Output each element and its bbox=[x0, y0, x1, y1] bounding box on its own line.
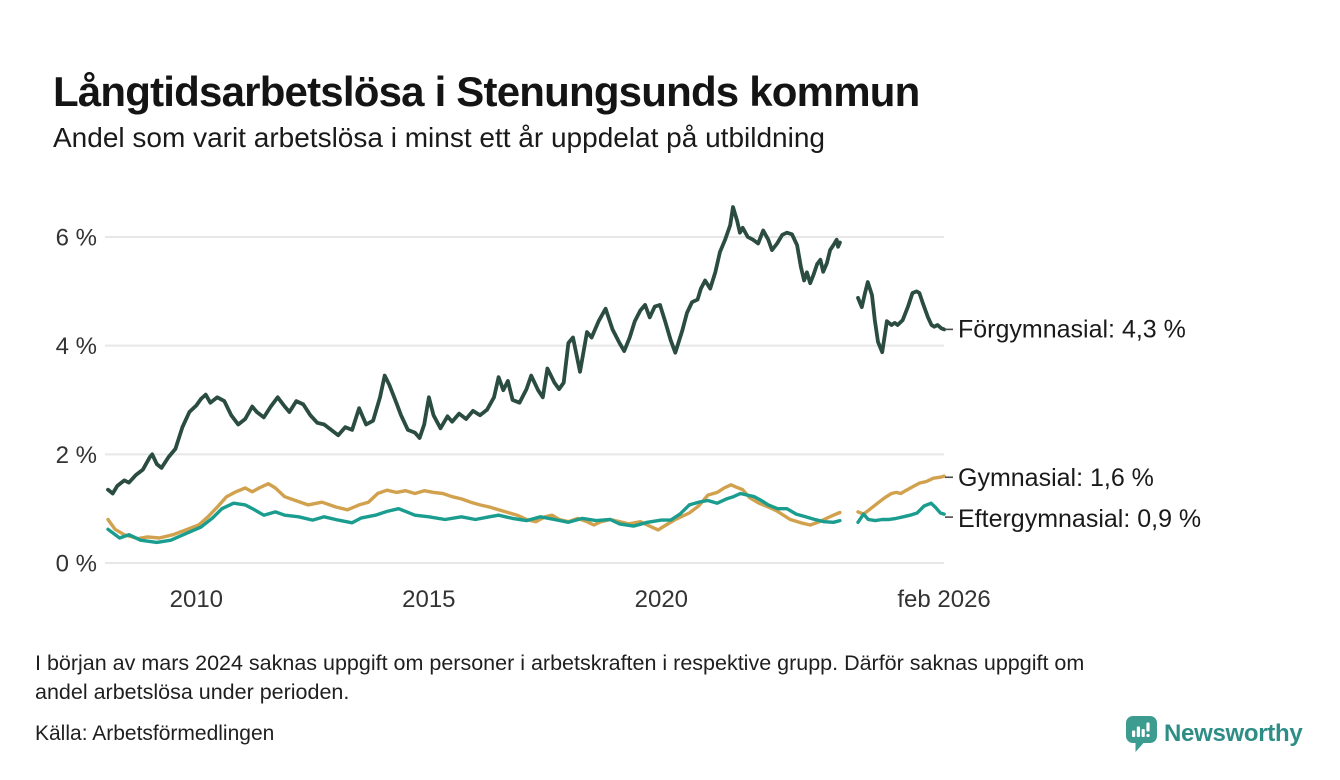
series-line-gymnasial-seg2 bbox=[856, 474, 946, 516]
footnote-line-2: andel arbetslösa under perioden. bbox=[35, 679, 350, 704]
x-tick-label-2010: 2010 bbox=[170, 586, 223, 613]
brand-lockup: Newsworthy bbox=[1126, 716, 1303, 753]
series-line-eftergymnasial-seg1 bbox=[106, 491, 842, 545]
series-line-förgymnasial-seg1 bbox=[106, 205, 842, 496]
series-line-gymnasial-seg1 bbox=[106, 482, 842, 541]
series-line-eftergymnasial-seg2 bbox=[856, 501, 946, 524]
y-tick-label-6: 6 % bbox=[56, 225, 97, 252]
series-end-label-förgymnasial: Förgymnasial: 4,3 % bbox=[958, 315, 1186, 343]
brand-wordmark: Newsworthy bbox=[1164, 720, 1303, 747]
newsworthy-logo-icon bbox=[1126, 716, 1157, 752]
series-line-förgymnasial-seg2 bbox=[856, 280, 946, 355]
source-credit: Källa: Arbetsförmedlingen bbox=[35, 722, 275, 745]
y-tick-label-2: 2 % bbox=[56, 442, 97, 469]
series-end-label-gymnasial: Gymnasial: 1,6 % bbox=[958, 464, 1154, 492]
y-tick-label-4: 4 % bbox=[56, 333, 97, 360]
chart-svg: 0 % 2 % 4 % 6 % 2010 2015 2020 feb 2026 Förgymna… bbox=[56, 205, 1201, 613]
page-title: Långtidsarbetslösa i Stenungsunds kommun bbox=[53, 68, 920, 116]
logo-bars bbox=[1132, 722, 1150, 737]
logo-pin-shape bbox=[1126, 716, 1157, 752]
x-tick-label-2020: 2020 bbox=[635, 586, 688, 613]
y-tick-label-0: 0 % bbox=[56, 551, 97, 578]
series-end-label-eftergymnasial: Eftergymnasial: 0,9 % bbox=[958, 505, 1201, 533]
footnote: I början av mars 2024 saknas uppgift om … bbox=[35, 649, 1084, 706]
x-tick-label-2015: 2015 bbox=[402, 586, 455, 613]
footnote-line-1: I början av mars 2024 saknas uppgift om … bbox=[35, 651, 1085, 675]
page-subtitle: Andel som varit arbetslösa i minst ett å… bbox=[53, 122, 825, 153]
x-tick-label-feb-2026: feb 2026 bbox=[897, 586, 990, 613]
